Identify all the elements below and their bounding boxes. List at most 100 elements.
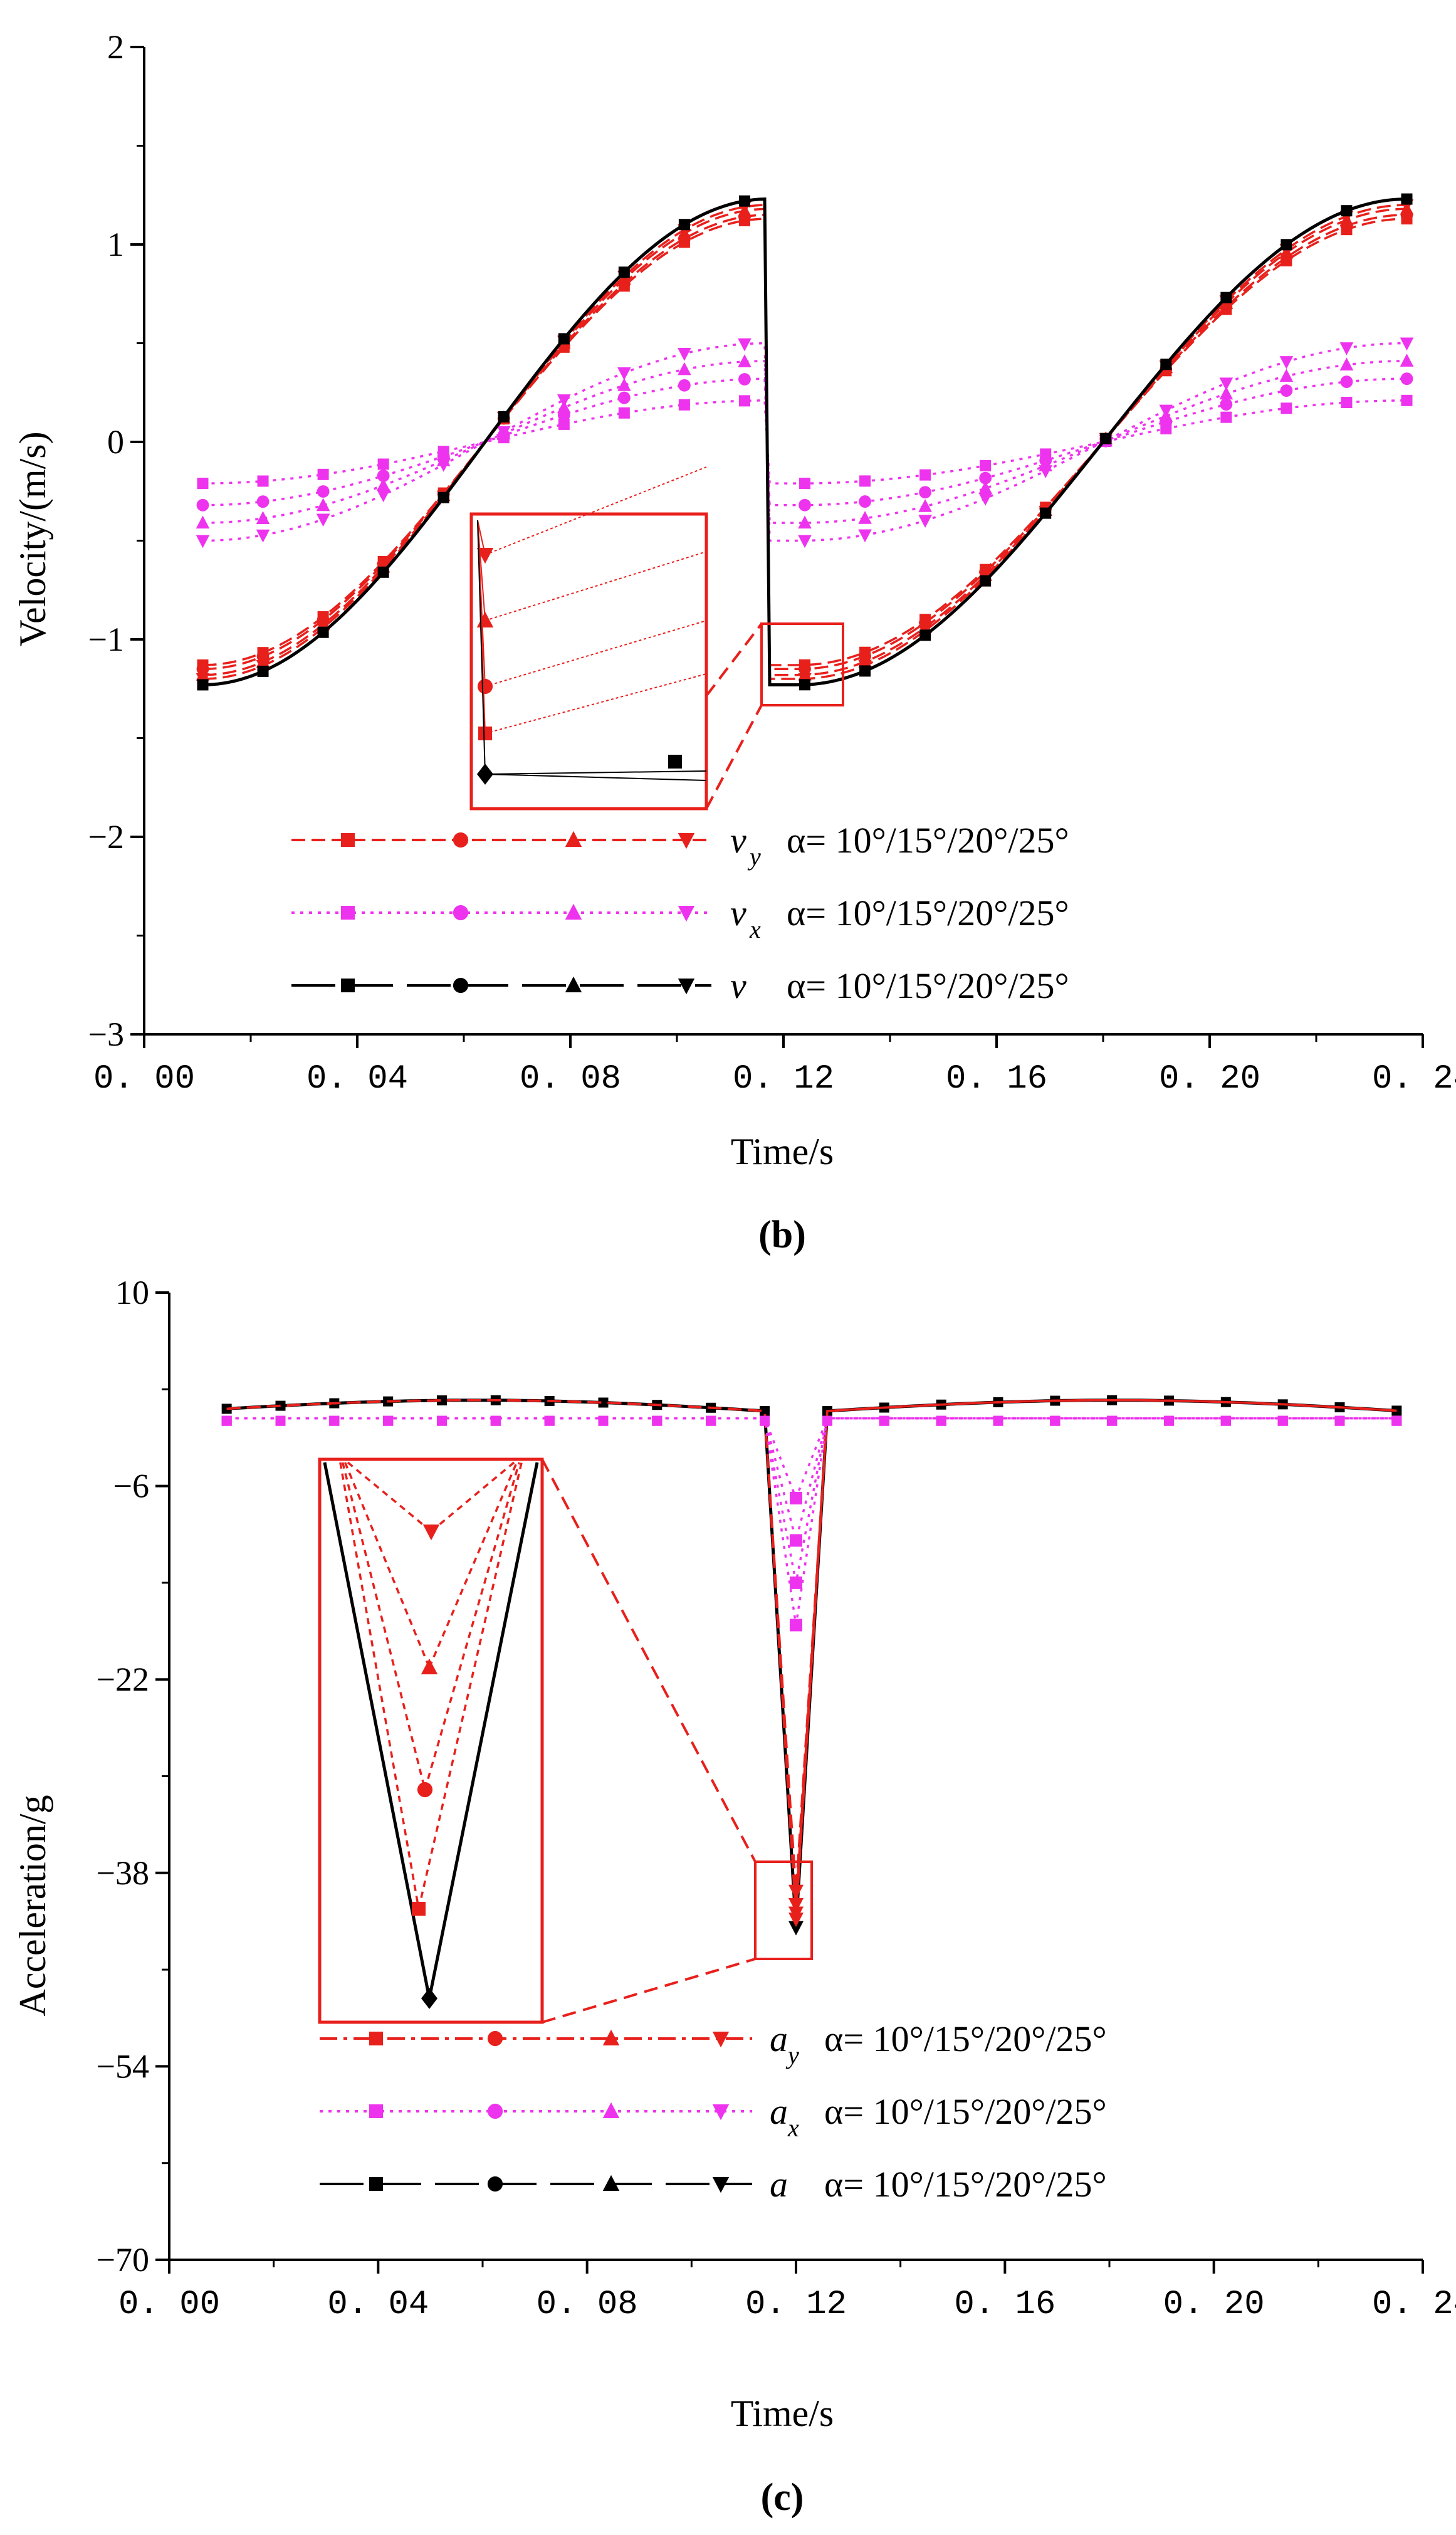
legend-marker xyxy=(602,2102,620,2118)
data-point xyxy=(196,535,210,548)
series-line xyxy=(202,207,1407,676)
inset-line xyxy=(484,673,707,734)
legend-marker xyxy=(602,2029,620,2045)
inset-point xyxy=(477,764,493,785)
data-point xyxy=(1400,337,1414,351)
data-point xyxy=(618,407,630,419)
data-point xyxy=(1164,1415,1174,1426)
legend-marker xyxy=(565,831,582,847)
inset-line xyxy=(427,1462,539,1999)
legend-marker xyxy=(341,833,355,847)
data-point xyxy=(799,478,810,490)
data-point xyxy=(1277,1415,1288,1426)
data-point xyxy=(558,333,570,345)
data-point xyxy=(919,486,931,499)
data-point xyxy=(993,1415,1003,1426)
x-tick-label: 0. 04 xyxy=(327,2286,429,2324)
data-point xyxy=(436,459,451,472)
data-point xyxy=(760,1405,770,1416)
y-tick-label: −1 xyxy=(88,621,124,658)
data-point xyxy=(376,489,390,503)
y-tick-label: 10 xyxy=(115,1274,149,1311)
legend-subscript: x xyxy=(787,2114,799,2142)
data-point xyxy=(617,391,631,404)
velocity-y-axis-label: Velocity/(m/s) xyxy=(12,431,53,646)
data-point xyxy=(329,1415,340,1426)
inset-value-label: -1.13 xyxy=(490,620,492,621)
data-point xyxy=(859,495,871,508)
legend-subscript: y xyxy=(785,2041,799,2069)
data-point xyxy=(598,1397,609,1408)
data-point xyxy=(918,515,932,528)
y-tick-label: −70 xyxy=(97,2241,149,2279)
legend-marker xyxy=(369,2032,383,2045)
data-point xyxy=(1339,357,1354,371)
data-point xyxy=(1279,356,1294,369)
legend-marker xyxy=(453,832,469,848)
legend-label: α= 10°/15°/20°/25° xyxy=(824,2091,1107,2132)
data-point xyxy=(678,399,690,411)
acceleration-x-axis-label: Time/s xyxy=(731,2393,834,2434)
x-tick-label: 0. 04 xyxy=(306,1060,408,1098)
legend-symbol: a xyxy=(770,2164,788,2205)
data-point xyxy=(1107,1415,1118,1426)
series-line xyxy=(202,377,1407,506)
data-point xyxy=(1100,433,1112,444)
data-point xyxy=(980,459,992,471)
data-point xyxy=(317,468,329,480)
legend-marker xyxy=(369,2177,383,2191)
data-point xyxy=(1400,354,1414,367)
legend-symbol: v xyxy=(730,820,746,861)
acceleration-series xyxy=(221,1395,1402,1936)
inset-line xyxy=(477,520,486,775)
data-point xyxy=(316,498,330,512)
acceleration-axes: 10 −6 −22 −38 −54 −70 0. 00 0. 04 0. 08 0. 12 0. 1… xyxy=(97,1274,1456,2324)
zoom-box xyxy=(760,622,844,706)
data-point xyxy=(919,629,931,641)
y-tick-label: −3 xyxy=(88,1016,124,1053)
legend-symbol: v xyxy=(730,893,746,933)
data-point xyxy=(257,475,269,487)
legend-subscript: y xyxy=(747,842,761,871)
legend-marker xyxy=(341,906,355,920)
data-point xyxy=(317,485,330,498)
spike-point xyxy=(788,1884,804,1899)
data-point xyxy=(1220,291,1232,303)
x-tick-label: 0. 00 xyxy=(93,1060,195,1098)
spike-point xyxy=(790,1534,802,1547)
data-point xyxy=(376,478,390,491)
inset-point xyxy=(422,1525,440,1541)
legend-label: α= 10°/15°/20°/25° xyxy=(787,965,1069,1006)
data-point xyxy=(706,1415,716,1426)
data-point xyxy=(1334,1415,1345,1426)
zoom-connector xyxy=(705,705,763,809)
data-point xyxy=(936,1415,946,1426)
data-point xyxy=(598,1415,609,1426)
data-point xyxy=(980,575,992,587)
inset-point xyxy=(421,1988,437,2009)
data-point xyxy=(1400,372,1413,386)
data-point xyxy=(498,411,510,422)
x-tick-label: 0. 12 xyxy=(733,1060,834,1098)
inset-value-label: -1.17 xyxy=(490,686,492,687)
inset-point xyxy=(476,548,494,564)
legend-label: α= 10°/15°/20°/25° xyxy=(787,820,1069,861)
zoom-connector xyxy=(705,622,763,697)
data-point xyxy=(256,511,270,524)
data-point xyxy=(221,1404,232,1414)
panel-b-label: (b) xyxy=(758,1214,806,1256)
legend-symbol: a xyxy=(770,2091,788,2132)
data-point xyxy=(1391,1405,1402,1416)
data-point xyxy=(617,367,631,381)
data-point xyxy=(196,515,210,529)
legend-marker xyxy=(712,2177,730,2193)
data-point xyxy=(1281,239,1292,251)
legend-subscript: x xyxy=(749,915,761,943)
legend-marker xyxy=(678,906,695,922)
legend-marker xyxy=(341,979,355,992)
inset-line xyxy=(484,770,707,775)
acceleration-legend: a y α= 10°/15°/20°/25°a x α= 10°/15°/20°/25°… xyxy=(320,2018,1107,2205)
data-point xyxy=(738,373,751,386)
data-point xyxy=(490,1415,501,1426)
